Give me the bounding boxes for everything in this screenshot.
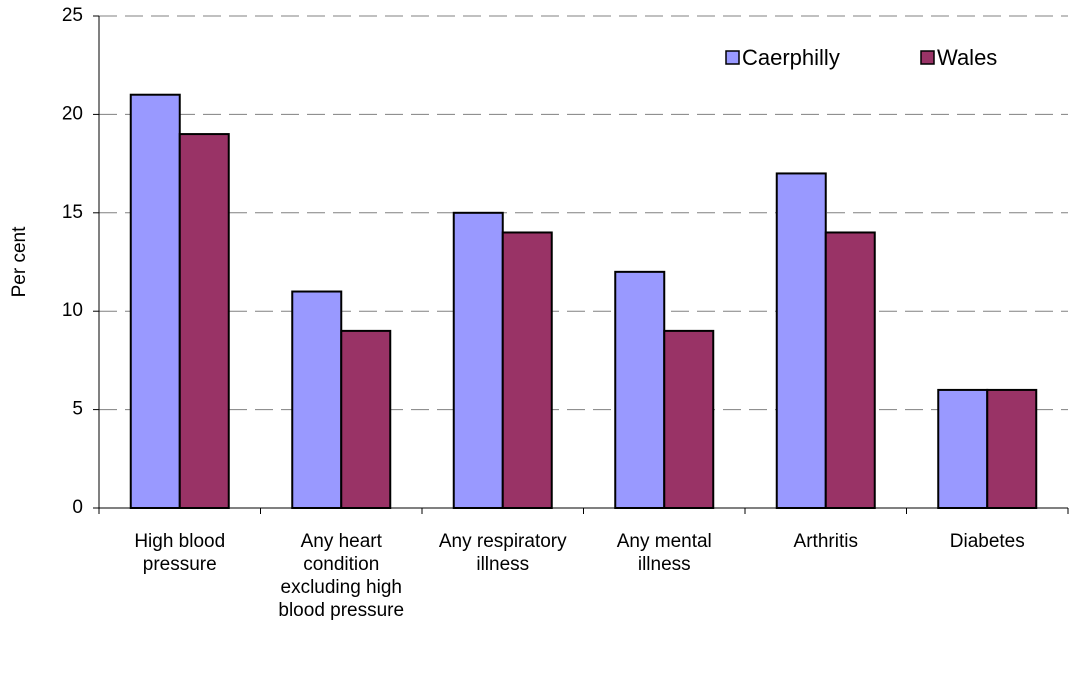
bar [937,388,989,510]
bar [340,329,392,509]
x-tick-label-box: Any respiratory illness [438,531,567,575]
x-tick-label: Diabetes [949,531,1025,552]
bar [986,388,1038,510]
x-tick-label-box: Diabetes [949,531,1025,552]
y-tick-label: 0 [72,497,83,518]
y-tick-label: 20 [62,103,83,124]
x-tick-label: Any mental illness [616,531,712,575]
y-tick-label: 10 [62,300,83,321]
x-tick-label-box: High blood pressure [134,531,226,575]
bar [178,133,230,510]
x-tick-label: High blood pressure [134,531,226,575]
legend-label: Wales [937,45,997,70]
y-tick-label: 5 [72,399,83,420]
x-tick-label: Arthritis [793,531,858,552]
legend-label: Caerphilly [742,45,840,70]
y-tick-label: 25 [62,5,83,26]
bar [291,290,343,509]
x-tick-label-box: Arthritis [793,531,858,552]
x-tick-label-box: Any mental illness [616,531,712,575]
bar [501,231,553,509]
legend-swatch [920,50,935,65]
bar [775,172,827,509]
x-tick-label: Any respiratory illness [438,531,567,575]
x-tick-label-box: Any heart condition excluding high blood… [278,531,405,621]
legend-swatch [725,50,740,65]
bar [452,211,504,510]
bar [824,231,876,509]
bar [129,93,181,509]
bar [663,329,715,509]
bar [614,270,666,509]
x-tick-label: Any heart condition excluding high blood… [278,531,405,621]
y-tick-label: 15 [62,202,83,223]
y-axis-label: Per cent [9,226,30,297]
